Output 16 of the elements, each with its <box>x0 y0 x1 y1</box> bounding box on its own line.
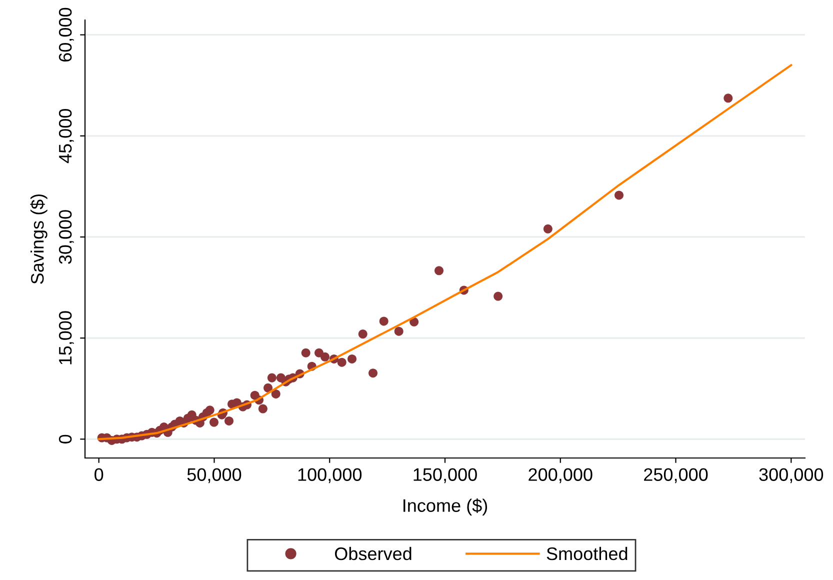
x-tick-label: 250,000 <box>644 468 708 484</box>
x-tick-label: 0 <box>94 468 104 481</box>
legend-label: Smoothed <box>546 546 628 560</box>
x-tick-label: 50,000 <box>187 468 242 484</box>
y-tick-label: 15,000 <box>58 311 74 364</box>
x-tick-label: 300,000 <box>759 468 824 484</box>
x-tick-label: 100,000 <box>298 468 362 484</box>
y-tick-label: 30,000 <box>58 210 74 264</box>
x-tick-label: 200,000 <box>528 468 592 484</box>
y-tick-label: 0 <box>58 434 72 444</box>
y-axis-title: Savings ($) <box>30 194 48 284</box>
x-axis-title: Income ($) <box>404 498 488 516</box>
legend-label: Observed <box>334 546 412 560</box>
y-tick-label: 45,000 <box>58 108 74 164</box>
y-tick-label: 60,000 <box>58 8 74 62</box>
x-tick-label: 150,000 <box>414 468 477 484</box>
